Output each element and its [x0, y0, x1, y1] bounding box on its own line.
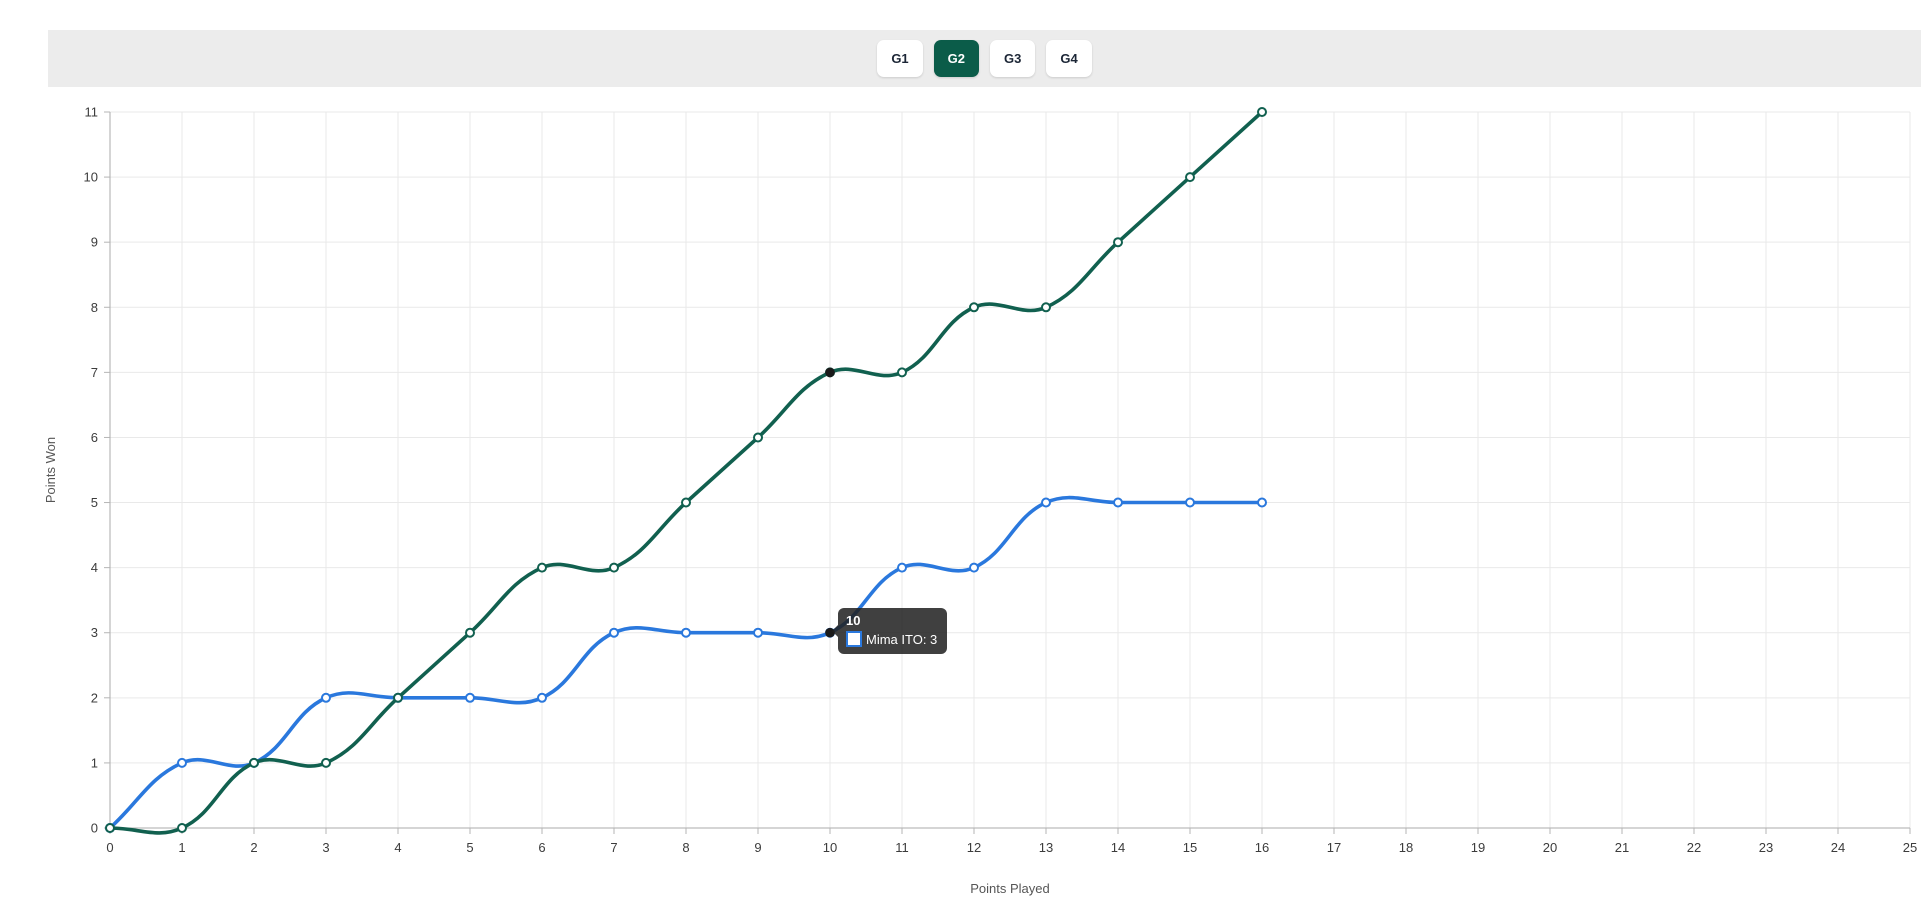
y-tick-label: 9	[91, 235, 98, 250]
y-tick-label: 1	[91, 755, 98, 770]
data-point-player-blue[interactable]	[1113, 497, 1123, 508]
x-tick-label: 12	[967, 840, 981, 855]
data-point-player-green[interactable]	[897, 367, 907, 378]
x-tick-label: 6	[538, 840, 545, 855]
data-point-player-blue[interactable]	[681, 627, 691, 638]
x-tick-label: 11	[895, 840, 909, 855]
x-tick-label: 23	[1759, 840, 1773, 855]
data-point-player-green[interactable]	[321, 757, 331, 768]
x-axis-title: Points Played	[970, 881, 1050, 896]
data-point-player-green[interactable]	[681, 497, 691, 508]
data-point-player-blue[interactable]	[969, 562, 979, 573]
y-tick-label: 7	[91, 365, 98, 380]
x-tick-label: 15	[1183, 840, 1197, 855]
y-tick-label: 8	[91, 300, 98, 315]
x-tick-label: 20	[1543, 840, 1557, 855]
y-tick-label: 10	[84, 170, 98, 185]
data-point-player-green[interactable]	[1113, 237, 1123, 248]
data-point-player-green[interactable]	[537, 562, 547, 573]
data-point-player-blue[interactable]	[753, 627, 763, 638]
x-tick-label: 16	[1255, 840, 1269, 855]
data-point-player-green[interactable]	[1041, 302, 1051, 313]
x-tick-label: 7	[610, 840, 617, 855]
tab-g3[interactable]: G3	[990, 40, 1036, 77]
x-tick-label: 14	[1111, 840, 1125, 855]
data-point-player-green[interactable]	[753, 432, 763, 443]
data-point-player-blue[interactable]	[177, 757, 187, 768]
y-tick-label: 2	[91, 690, 98, 705]
x-tick-label: 24	[1831, 840, 1845, 855]
x-tick-label: 19	[1471, 840, 1485, 855]
data-point-player-green[interactable]	[105, 823, 115, 833]
data-point-player-blue[interactable]	[1257, 497, 1267, 508]
y-tick-label: 5	[91, 495, 98, 510]
x-tick-label: 3	[322, 840, 329, 855]
tab-g2[interactable]: G2	[933, 40, 979, 77]
x-tick-label: 0	[106, 840, 113, 855]
data-point-player-blue[interactable]	[897, 562, 907, 573]
game-tab-bar: G1 G2 G3 G4	[48, 30, 1921, 87]
data-point-player-green[interactable]	[249, 757, 259, 768]
x-tick-label: 18	[1399, 840, 1413, 855]
x-tick-label: 1	[178, 840, 185, 855]
x-tick-label: 4	[394, 840, 401, 855]
x-tick-label: 9	[754, 840, 761, 855]
tab-g4[interactable]: G4	[1046, 40, 1092, 77]
y-tick-label: 4	[91, 560, 98, 575]
hovered-point-player-blue[interactable]	[825, 627, 835, 638]
series-player-green	[105, 107, 1267, 835]
tab-g1[interactable]: G1	[877, 40, 923, 77]
axes	[104, 111, 1911, 834]
x-tick-label: 2	[250, 840, 257, 855]
y-tick-label: 3	[91, 625, 98, 640]
data-point-player-blue[interactable]	[609, 627, 619, 638]
tick-labels: 0 1 2 3 4 5 6 7 8 9 10 11 12 13 14 15 16 17 18 19 20 21 22 23 24…	[84, 105, 1918, 856]
gridlines	[110, 111, 1911, 828]
x-tick-label: 21	[1615, 840, 1629, 855]
x-tick-label: 17	[1327, 840, 1341, 855]
x-tick-label: 5	[466, 840, 473, 855]
x-tick-label: 13	[1039, 840, 1053, 855]
data-point-player-green[interactable]	[1185, 172, 1195, 183]
y-tick-label: 6	[91, 430, 98, 445]
x-tick-label: 22	[1687, 840, 1701, 855]
data-point-player-blue[interactable]	[465, 692, 475, 703]
x-tick-label: 25	[1903, 840, 1917, 855]
x-tick-label: 8	[682, 840, 689, 855]
data-point-player-green[interactable]	[177, 823, 187, 833]
data-point-player-blue[interactable]	[1185, 497, 1195, 508]
y-axis-title: Points Won	[43, 437, 58, 503]
hovered-point-player-green[interactable]	[825, 367, 835, 378]
y-tick-label: 11	[85, 105, 99, 120]
x-tick-label: 10	[823, 840, 837, 855]
data-point-player-green[interactable]	[969, 302, 979, 313]
data-point-player-blue[interactable]	[537, 692, 547, 703]
data-point-player-green[interactable]	[465, 627, 475, 638]
data-point-player-blue[interactable]	[1041, 497, 1051, 508]
data-point-player-green[interactable]	[1257, 107, 1267, 117]
y-tick-label: 0	[91, 821, 98, 836]
data-point-player-green[interactable]	[393, 692, 403, 703]
series-player-blue	[105, 495, 1267, 833]
data-point-player-blue[interactable]	[321, 692, 331, 703]
data-point-player-green[interactable]	[609, 562, 619, 573]
